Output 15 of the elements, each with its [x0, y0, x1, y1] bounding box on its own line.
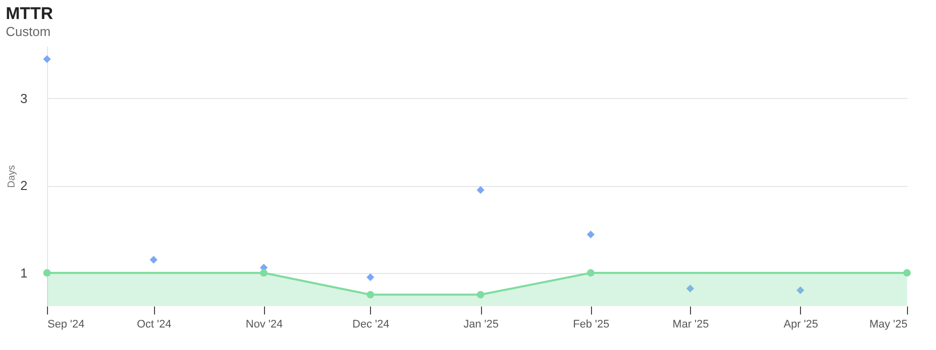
y-tick-label: 1	[20, 265, 28, 280]
x-tick-label: Mar '25	[672, 318, 709, 330]
x-tick-label: Feb '25	[573, 318, 610, 330]
x-tick-label: Oct '24	[136, 318, 172, 330]
x-tick-label: Apr '25	[784, 318, 818, 330]
y-tick-label: 3	[20, 90, 28, 106]
x-tick-label: Nov '24	[246, 318, 283, 330]
x-tick-label: May '25	[869, 318, 908, 330]
chart-subtitle: Custom	[6, 24, 51, 39]
x-tick-label: Jan '25	[463, 318, 499, 330]
y-tick-label: 2	[20, 178, 28, 194]
chart-title: MTTR	[6, 4, 53, 23]
y-axis-title: Days	[6, 165, 18, 188]
x-tick-label: Sep '24	[48, 318, 84, 330]
x-tick-label: Dec '24	[352, 318, 390, 330]
